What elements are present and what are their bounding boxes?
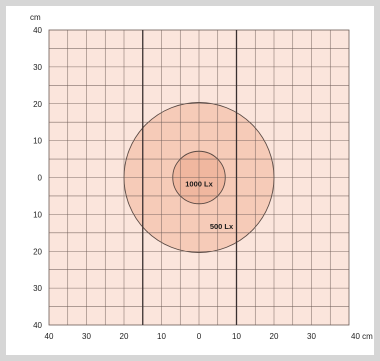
y-tick-label: 10 <box>33 210 42 219</box>
x-tick-label: 10 <box>232 332 241 341</box>
zone-label-1000: 1000 Lx <box>185 180 213 189</box>
x-tick-label: 40 cm <box>351 332 373 341</box>
y-tick-label: 0 <box>38 174 43 183</box>
y-tick-label: 40 <box>33 321 42 330</box>
x-tick-label: 10 <box>157 332 166 341</box>
zone-labels: 1000 Lx 500 Lx <box>185 180 234 231</box>
x-tick-label: 20 <box>120 332 129 341</box>
y-tick-label: 30 <box>33 63 42 72</box>
y-tick-label: 10 <box>33 137 42 146</box>
y-tick-label: 40 <box>33 26 42 35</box>
y-tick-label: 20 <box>33 247 42 256</box>
y-axis-unit: cm <box>30 13 41 22</box>
canvas: 1000 Lx 500 Lx 40 30 20 10 0 10 20 30 40 cm 40 30 20… <box>6 6 374 355</box>
x-tick-label: 20 <box>270 332 279 341</box>
x-tick-label: 0 <box>197 332 202 341</box>
zone-label-500: 500 Lx <box>210 222 234 231</box>
x-tick-label: 30 <box>307 332 316 341</box>
y-tick-label: 30 <box>33 284 42 293</box>
x-tick-label: 30 <box>82 332 91 341</box>
illuminance-diagram: 1000 Lx 500 Lx 40 30 20 10 0 10 20 30 40 cm 40 30 20… <box>30 13 373 341</box>
axis-ticks: 40 30 20 10 0 10 20 30 40 cm 40 30 20 10 0 10 20 30 40 <box>33 26 373 341</box>
x-tick-label: 40 <box>45 332 54 341</box>
marker-lines <box>142 30 238 325</box>
grid-layer <box>49 30 349 325</box>
y-tick-label: 20 <box>33 100 42 109</box>
